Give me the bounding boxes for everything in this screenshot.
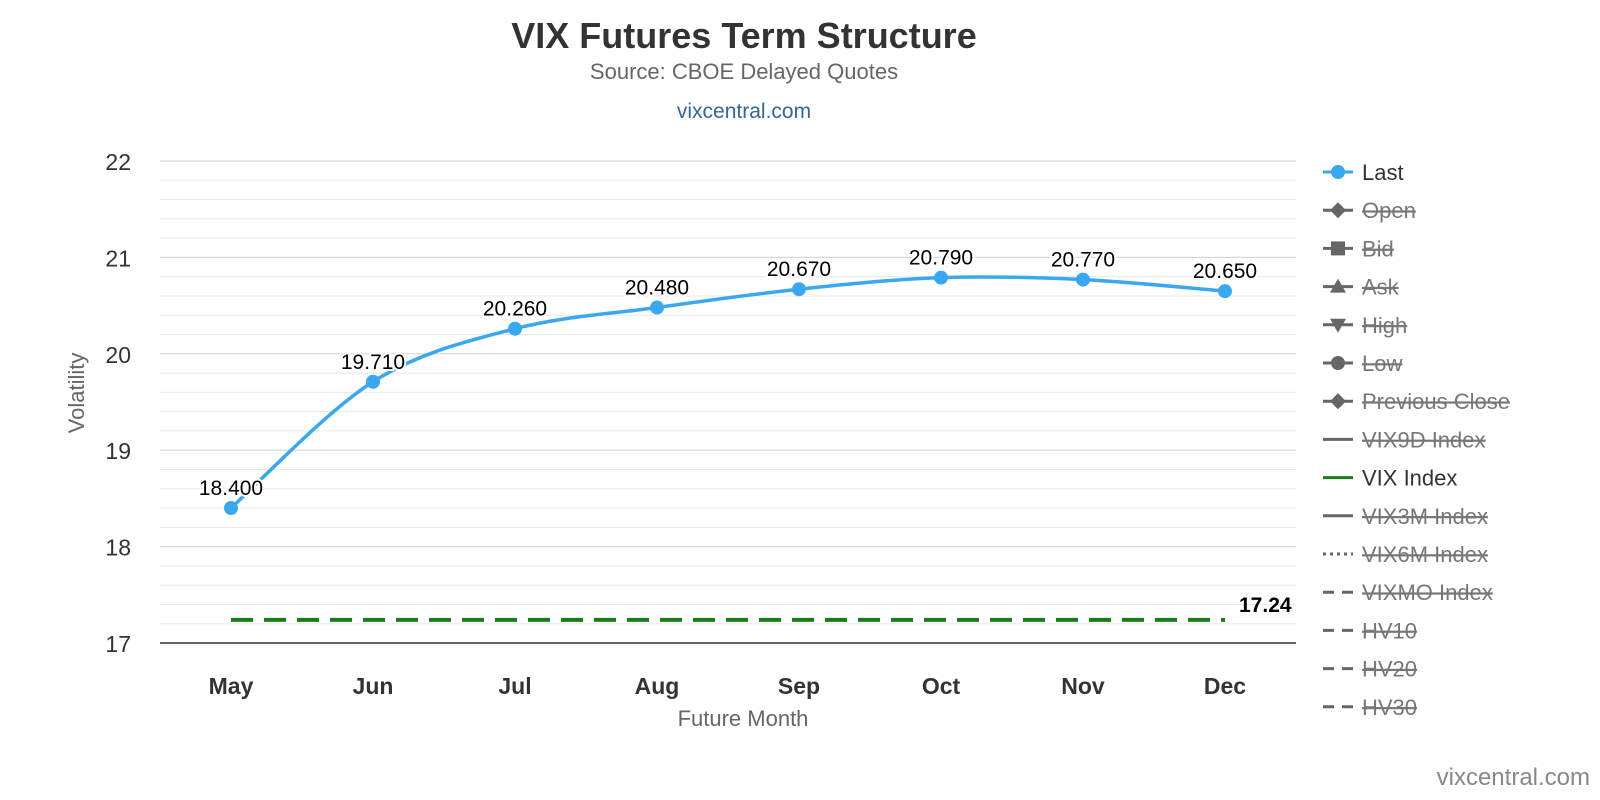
last-data-point[interactable] — [508, 321, 522, 336]
legend-item-vix6m-index[interactable]: VIX6M Index — [1323, 542, 1488, 567]
legend-label: HV20 — [1362, 657, 1417, 682]
y-tick-label: 19 — [105, 438, 131, 464]
legend-label: VIXMO Index — [1362, 580, 1493, 605]
last-data-point[interactable] — [224, 501, 238, 516]
last-data-label: 20.260 — [483, 298, 547, 321]
last-data-label: 20.770 — [1051, 249, 1115, 272]
last-data-point[interactable] — [1076, 272, 1090, 287]
last-data-point[interactable] — [1218, 284, 1232, 299]
chart-title: VIX Futures Term Structure — [511, 15, 976, 56]
legend-label: Last — [1362, 160, 1404, 185]
series-layer — [224, 270, 1232, 622]
legend-label: Low — [1362, 351, 1402, 376]
circle-marker-icon — [1331, 356, 1345, 370]
legend-label: Open — [1362, 198, 1416, 223]
legend-item-vix3m-index[interactable]: VIX3M Index — [1323, 504, 1488, 529]
axis-layer: 17 18 19 20 21 22 May Jun Jul Aug Sep Oct Nov Dec — [105, 149, 1296, 699]
x-tick-label: Nov — [1061, 673, 1105, 699]
site-link[interactable]: vixcentral.com — [677, 100, 811, 123]
y-tick-label: 18 — [105, 535, 131, 561]
x-tick-label: Aug — [635, 673, 680, 699]
x-tick-label: Jul — [498, 673, 531, 699]
square-marker-icon — [1331, 241, 1345, 256]
x-tick-label: Dec — [1204, 673, 1246, 699]
circle-marker-icon — [1331, 165, 1345, 179]
legend-item-hv20[interactable]: HV20 — [1323, 657, 1417, 682]
y-axis-title: Volatility — [64, 353, 89, 434]
legend-label: HV10 — [1362, 618, 1417, 643]
legend-item-low[interactable]: Low — [1323, 351, 1402, 376]
legend-label: VIX6M Index — [1362, 542, 1488, 567]
y-tick-label: 21 — [105, 245, 131, 271]
legend-item-vixmo-index[interactable]: VIXMO Index — [1323, 580, 1493, 605]
legend-label: Previous Close — [1362, 389, 1510, 414]
triangle-down-marker-icon — [1330, 318, 1346, 333]
diamond-marker-icon — [1330, 202, 1346, 219]
legend-label: VIX3M Index — [1362, 504, 1488, 529]
legend[interactable]: Last Open Bid Ask High Low Previous Close VIX9D… — [1323, 160, 1510, 720]
credits-link[interactable]: vixcentral.com — [1437, 764, 1590, 791]
legend-item-hv30[interactable]: HV30 — [1323, 695, 1417, 720]
chart-subtitle: Source: CBOE Delayed Quotes — [590, 59, 898, 84]
legend-item-ask[interactable]: Ask — [1323, 275, 1400, 300]
legend-label: High — [1362, 313, 1407, 338]
y-tick-label: 17 — [105, 631, 131, 657]
legend-item-previous-close[interactable]: Previous Close — [1323, 389, 1510, 414]
legend-item-vix-index[interactable]: VIX Index — [1323, 466, 1457, 491]
vix-index-label: 17.24 — [1239, 594, 1292, 617]
legend-label: HV30 — [1362, 695, 1417, 720]
last-data-label: 20.480 — [625, 277, 689, 300]
label-layer: 17.24 18.400 19.710 20.260 20.480 20.670 20.79… — [197, 245, 1292, 617]
legend-label: VIX9D Index — [1362, 427, 1486, 452]
last-data-label: 18.400 — [199, 477, 263, 500]
legend-item-bid[interactable]: Bid — [1323, 236, 1394, 261]
last-data-label: 20.790 — [909, 247, 973, 270]
grid-layer — [160, 160, 1296, 625]
legend-item-vix9d-index[interactable]: VIX9D Index — [1323, 427, 1486, 452]
legend-item-high[interactable]: High — [1323, 313, 1407, 338]
last-data-label: 20.650 — [1193, 260, 1257, 283]
legend-label: Bid — [1362, 236, 1394, 261]
last-data-point[interactable] — [366, 374, 380, 389]
x-tick-label: Oct — [922, 673, 961, 699]
last-data-label: 20.670 — [767, 258, 831, 281]
last-data-label: 19.710 — [341, 351, 405, 374]
x-tick-label: Sep — [778, 673, 820, 699]
last-data-point[interactable] — [934, 270, 948, 285]
legend-item-open[interactable]: Open — [1323, 198, 1416, 223]
x-tick-label: Jun — [353, 673, 394, 699]
diamond-marker-icon — [1330, 393, 1346, 410]
legend-label: VIX Index — [1362, 466, 1457, 491]
x-axis-title: Future Month — [678, 706, 809, 731]
y-tick-label: 22 — [105, 149, 131, 175]
last-data-point[interactable] — [792, 282, 806, 297]
last-data-point[interactable] — [650, 300, 664, 315]
triangle-marker-icon — [1330, 278, 1346, 293]
legend-label: Ask — [1362, 275, 1400, 300]
legend-item-last[interactable]: Last — [1323, 160, 1404, 185]
y-tick-label: 20 — [105, 342, 131, 368]
legend-item-hv10[interactable]: HV10 — [1323, 618, 1417, 643]
x-tick-label: May — [209, 673, 254, 699]
